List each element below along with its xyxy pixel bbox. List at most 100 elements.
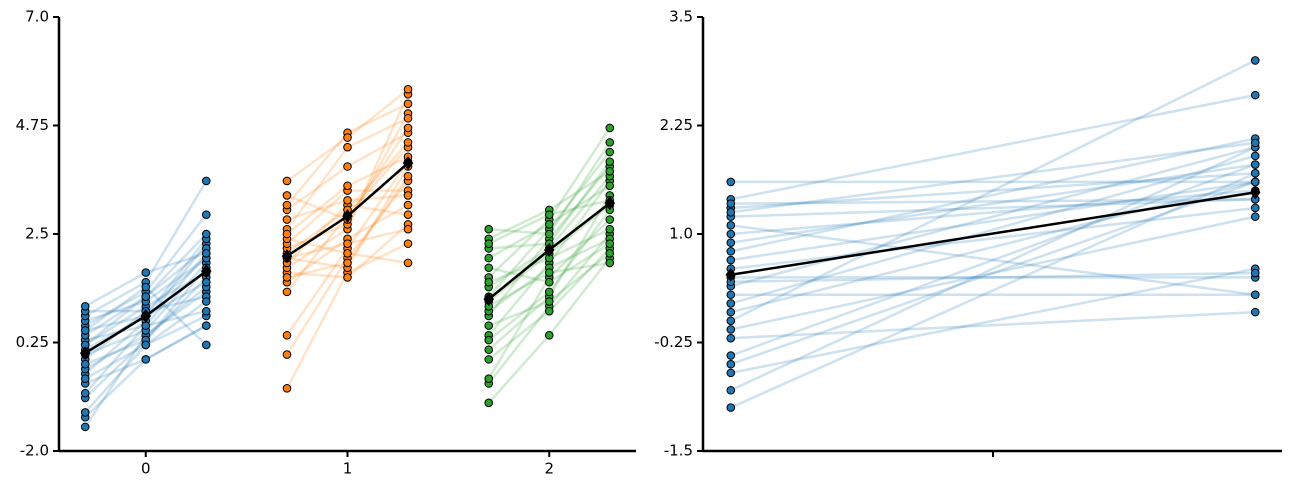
subject-point bbox=[605, 215, 615, 224]
y-tick-label: -2.0 bbox=[20, 442, 49, 460]
subject-point bbox=[726, 325, 736, 334]
subject-point bbox=[201, 306, 211, 316]
subject-line bbox=[730, 163, 1256, 357]
subject-point bbox=[484, 355, 494, 364]
x-tick-label: 0 bbox=[141, 460, 151, 478]
subject-point bbox=[605, 258, 615, 268]
subject-point bbox=[1250, 160, 1260, 169]
subject-point bbox=[544, 220, 554, 229]
subject-point bbox=[403, 200, 413, 210]
subject-point bbox=[544, 277, 554, 287]
panel: -2.0 0.25 2.5 4.75 7.0 0 1 2 bbox=[16, 8, 636, 478]
subject-line bbox=[730, 271, 1256, 283]
subject-point bbox=[1250, 212, 1260, 221]
mean-marker bbox=[342, 209, 353, 224]
subject-point bbox=[201, 340, 211, 350]
subject-point bbox=[403, 258, 413, 268]
y-tick-label: -0.25 bbox=[654, 333, 693, 351]
subject-point bbox=[282, 191, 292, 200]
subject-point bbox=[201, 248, 211, 258]
subject-point bbox=[1250, 151, 1260, 161]
subject-point bbox=[544, 229, 554, 239]
mean-marker bbox=[543, 242, 555, 257]
subject-point bbox=[343, 133, 352, 142]
subject-line bbox=[730, 198, 1256, 205]
subject-point bbox=[343, 258, 352, 268]
subject-point bbox=[1250, 138, 1260, 148]
subject-point bbox=[484, 335, 494, 345]
mean-marker bbox=[1250, 185, 1261, 200]
subject-point bbox=[403, 191, 413, 200]
subject-point bbox=[484, 345, 494, 355]
subject-point bbox=[484, 321, 494, 330]
subject-point bbox=[403, 239, 413, 248]
subject-point bbox=[343, 142, 352, 152]
subject-point bbox=[726, 177, 736, 187]
subject-line bbox=[730, 215, 1256, 331]
subject-point bbox=[1250, 56, 1260, 65]
subject-point bbox=[605, 123, 615, 133]
subject-point bbox=[726, 255, 736, 265]
subject-point bbox=[1250, 177, 1260, 187]
subject-point bbox=[80, 388, 90, 398]
subject-point bbox=[726, 290, 736, 300]
x-tick-label: 2 bbox=[544, 460, 554, 478]
subject-point bbox=[484, 253, 494, 263]
subject-point bbox=[605, 239, 615, 248]
subject-point bbox=[201, 229, 211, 239]
subject-point bbox=[282, 229, 292, 239]
subject-point bbox=[484, 374, 494, 383]
subject-line bbox=[730, 171, 1256, 210]
subject-point bbox=[605, 224, 615, 234]
subject-point bbox=[544, 330, 554, 340]
subject-point bbox=[80, 408, 90, 417]
y-tick-label: 2.25 bbox=[660, 116, 693, 134]
subject-point bbox=[605, 157, 615, 166]
subject-point bbox=[726, 307, 736, 317]
subject-point bbox=[605, 248, 615, 258]
mean-marker bbox=[402, 156, 414, 171]
subject-point bbox=[282, 330, 292, 340]
subject-point bbox=[726, 333, 736, 343]
subject-line bbox=[730, 93, 1256, 201]
subject-line bbox=[730, 198, 1256, 218]
subject-line bbox=[730, 137, 1256, 253]
subject-point bbox=[282, 200, 292, 210]
subject-point bbox=[726, 368, 736, 378]
subject-point bbox=[80, 326, 90, 335]
subject-point bbox=[484, 277, 494, 287]
subject-point bbox=[726, 221, 736, 230]
subject-point bbox=[403, 123, 413, 133]
subject-point bbox=[201, 297, 211, 306]
subject-point bbox=[141, 292, 151, 301]
subject-point bbox=[605, 181, 615, 191]
subject-point bbox=[343, 181, 352, 191]
subject-point bbox=[726, 247, 736, 256]
subject-point bbox=[141, 268, 151, 277]
subject-point bbox=[343, 239, 352, 248]
subject-point bbox=[403, 85, 413, 94]
subject-point bbox=[403, 99, 413, 109]
subject-point bbox=[1250, 90, 1260, 100]
subject-point bbox=[201, 321, 211, 330]
mean-marker bbox=[483, 292, 494, 307]
subject-point bbox=[403, 224, 413, 234]
subject-point bbox=[201, 176, 211, 186]
subject-line bbox=[730, 163, 1256, 244]
subject-point bbox=[544, 210, 554, 220]
subject-line bbox=[730, 206, 1256, 270]
subject-point bbox=[201, 210, 211, 220]
subject-point bbox=[726, 299, 736, 308]
y-tick-label: 3.5 bbox=[669, 8, 693, 26]
subject-point bbox=[1250, 168, 1260, 178]
subject-line bbox=[730, 59, 1256, 322]
subject-point bbox=[1250, 203, 1260, 213]
y-tick-label: 7.0 bbox=[25, 8, 49, 26]
y-tick-label: 1.0 bbox=[669, 225, 693, 243]
subject-point bbox=[484, 239, 494, 248]
subject-point bbox=[726, 238, 736, 247]
subject-point bbox=[282, 273, 292, 282]
subject-point bbox=[343, 248, 352, 258]
subject-point bbox=[726, 316, 736, 326]
